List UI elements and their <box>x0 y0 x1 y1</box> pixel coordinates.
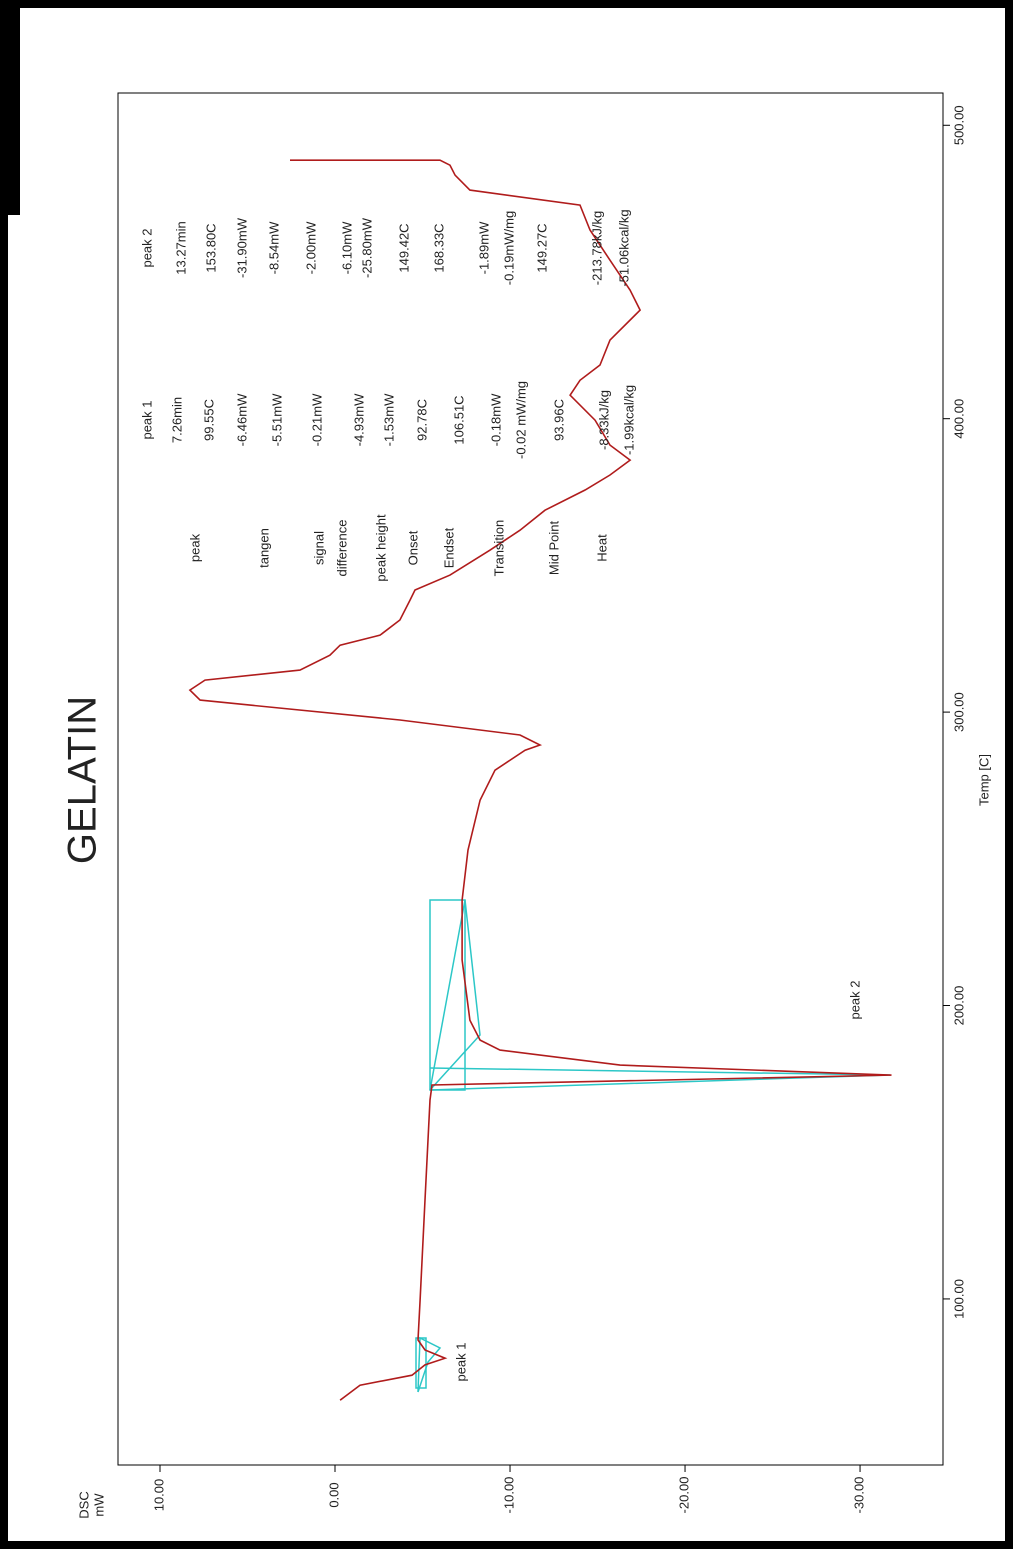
table-cell: -0.19mW/mg <box>501 211 516 285</box>
table-cell: -5.51mW <box>269 393 284 446</box>
table-row-label: Endset <box>441 527 456 568</box>
peak-2-lines <box>430 1068 890 1090</box>
frame-edge <box>0 0 20 215</box>
table-cell: 13.27min <box>173 221 188 274</box>
table-row-label: Mid Point <box>546 521 561 576</box>
table-row-label: peak <box>187 533 202 562</box>
table-cell: -6.10mW <box>339 221 354 274</box>
table-cell: 99.55C <box>201 399 216 441</box>
y-axis-label: DSC <box>76 1491 91 1518</box>
x-tick-label: 400.00 <box>951 399 966 439</box>
table-cell: -2.00mW <box>303 221 318 274</box>
peak-construction <box>416 900 890 1392</box>
table-cell: -0.21mW <box>309 393 324 446</box>
table-cell: -0.02 mW/mg <box>513 381 528 459</box>
x-tick-label: 300.00 <box>951 692 966 732</box>
table-cell: -1.89mW <box>476 221 491 274</box>
table-cell: -0.18mW <box>488 393 503 446</box>
table-row-label: Onset <box>405 530 420 565</box>
table-cell: -6.46mW <box>234 393 249 446</box>
table-cell: -1.99kcal/kg <box>621 385 636 455</box>
table-cell: 106.51C <box>451 395 466 444</box>
table-cell: 7.26min <box>169 397 184 443</box>
table-cell: -213.78kJ/kg <box>589 211 604 285</box>
table-cell: -1.53mW <box>381 393 396 446</box>
y-tick-label: 10.00 <box>151 1479 166 1512</box>
table-cell: 93.96C <box>551 399 566 441</box>
peak-annotation: peak 1 <box>453 1342 468 1381</box>
table-row-label: peak height <box>373 514 388 582</box>
plot-frame <box>118 93 943 1465</box>
peak-annotation: peak 2 <box>847 980 862 1019</box>
table-row-label: Heat <box>594 534 609 562</box>
table-cell: -51.06kcal/kg <box>616 209 631 286</box>
y-axis-unit: mW <box>91 1493 106 1517</box>
table-cell: 153.80C <box>203 223 218 272</box>
table-cell: 149.27C <box>534 223 549 272</box>
table-row-label: signal <box>311 531 326 565</box>
table-cell: 149.42C <box>396 223 411 272</box>
table-row-label: difference <box>334 520 349 577</box>
table-cell: 92.78C <box>414 399 429 441</box>
table-cell: 168.33C <box>431 223 446 272</box>
y-tick-label: -20.00 <box>676 1477 691 1514</box>
y-tick-label: -30.00 <box>851 1477 866 1514</box>
table-row-label: tangen <box>256 528 271 568</box>
table-cell: peak 1 <box>139 400 154 439</box>
table-cell: -8.33kJ/kg <box>596 390 611 450</box>
chart-title: GELATIN <box>61 696 105 864</box>
x-tick-label: 100.00 <box>951 1279 966 1319</box>
x-tick-label: 200.00 <box>951 986 966 1026</box>
chart: GELATIN Temp [C] DSC mW 100.00 200.00 300.… <box>0 0 1013 1549</box>
table-cell: peak 2 <box>139 228 154 267</box>
y-tick-label: 0.00 <box>326 1482 341 1507</box>
table-cell: -31.90mW <box>234 217 249 278</box>
peak-2-tangent <box>430 900 480 1090</box>
dsc-curve <box>190 160 892 1400</box>
table-cell: -25.80mW <box>359 217 374 278</box>
table-cell: -4.93mW <box>351 393 366 446</box>
x-axis-label: Temp [C] <box>976 754 991 806</box>
table-row-label: Transition <box>491 520 506 577</box>
x-tick-label: 500.00 <box>951 105 966 145</box>
y-tick-label: -10.00 <box>501 1477 516 1514</box>
table-cell: -8.54mW <box>266 221 281 274</box>
